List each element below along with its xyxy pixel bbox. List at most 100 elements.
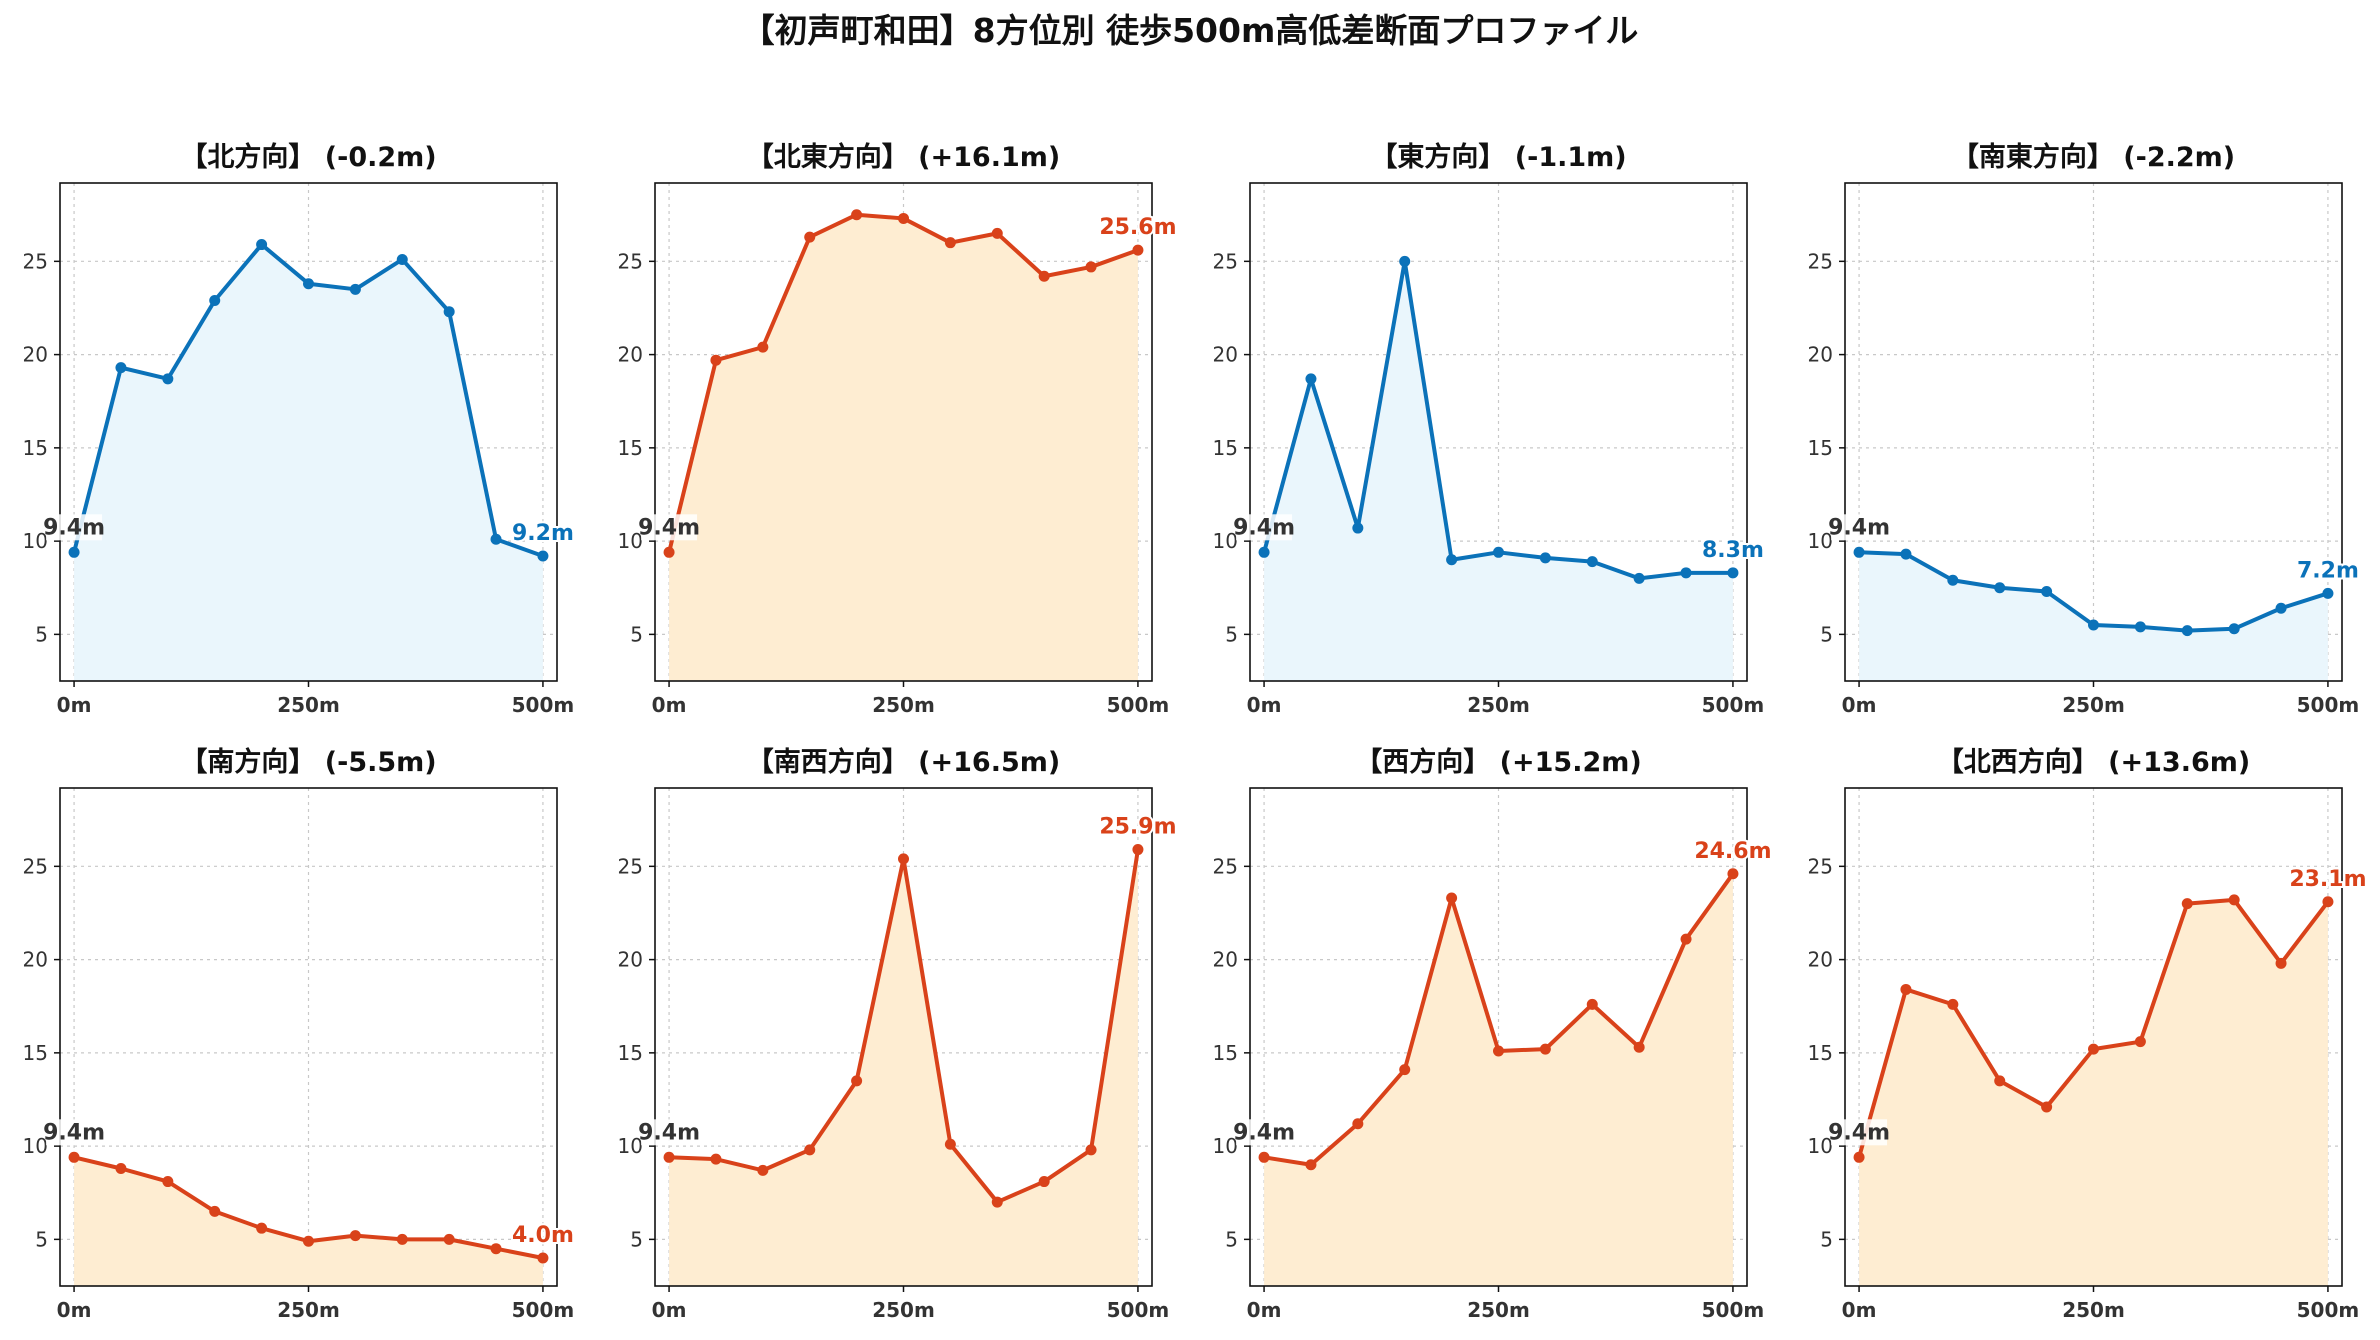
data-point bbox=[490, 533, 502, 545]
x-tick-label: 0m bbox=[1247, 693, 1282, 717]
data-point bbox=[851, 209, 863, 221]
data-point bbox=[162, 373, 174, 385]
x-tick-label: 500m bbox=[2297, 693, 2360, 717]
y-tick-label: 20 bbox=[1213, 343, 1238, 367]
data-point bbox=[2322, 896, 2334, 908]
y-tick-label: 5 bbox=[35, 1227, 48, 1251]
data-point bbox=[2181, 625, 2193, 637]
panel-title: 【北西方向】 (+13.6m) bbox=[1937, 746, 2250, 778]
figure-title: 【初声町和田】8方位別 徒歩500m高低差断面プロファイル bbox=[742, 11, 1639, 50]
data-point bbox=[1258, 1151, 1270, 1163]
panel-title: 【北方向】 (-0.2m) bbox=[180, 141, 436, 173]
x-tick-label: 250m bbox=[1467, 1298, 1530, 1322]
x-tick-label: 500m bbox=[1702, 693, 1765, 717]
panel-title: 【北東方向】 (+16.1m) bbox=[747, 141, 1060, 173]
data-point bbox=[2228, 623, 2240, 635]
y-tick-label: 15 bbox=[618, 436, 643, 460]
x-tick-label: 0m bbox=[652, 693, 687, 717]
data-point bbox=[1493, 1045, 1504, 1057]
data-point bbox=[1258, 546, 1270, 558]
y-tick-label: 25 bbox=[1808, 854, 1833, 878]
data-point bbox=[1399, 255, 1411, 267]
y-tick-label: 20 bbox=[1213, 948, 1238, 972]
start-label-group: 9.4m bbox=[638, 1119, 700, 1146]
start-label-bg bbox=[1236, 514, 1293, 541]
elevation-area bbox=[669, 849, 1138, 1286]
y-tick-label: 25 bbox=[1808, 249, 1833, 273]
y-tick-label: 15 bbox=[1808, 1041, 1833, 1065]
data-point bbox=[303, 1235, 314, 1247]
y-tick-label: 15 bbox=[23, 1041, 48, 1065]
elevation-area bbox=[74, 1157, 543, 1286]
data-point bbox=[1947, 998, 1959, 1010]
end-label: 7.2m bbox=[2297, 558, 2359, 583]
elevation-area bbox=[1264, 261, 1733, 681]
y-tick-label: 5 bbox=[1225, 1227, 1238, 1251]
data-point bbox=[2134, 1036, 2146, 1048]
x-tick-label: 250m bbox=[277, 1298, 340, 1322]
data-point bbox=[1085, 1144, 1097, 1156]
data-point bbox=[804, 1144, 816, 1156]
y-tick-label: 15 bbox=[618, 1041, 643, 1065]
data-point bbox=[443, 1233, 455, 1245]
data-point bbox=[1539, 552, 1551, 564]
data-point bbox=[2088, 619, 2099, 631]
start-label-group: 9.4m bbox=[1828, 1119, 1890, 1146]
x-tick-label: 500m bbox=[512, 693, 575, 717]
end-label: 25.6m bbox=[1099, 215, 1176, 240]
data-point bbox=[396, 253, 408, 265]
panel-title: 【西方向】 (+15.2m) bbox=[1355, 746, 1641, 778]
panel-title: 【南西方向】 (+16.5m) bbox=[747, 746, 1060, 778]
x-tick-label: 0m bbox=[1247, 1298, 1282, 1322]
start-label-bg bbox=[641, 1119, 698, 1146]
data-point bbox=[1727, 868, 1739, 880]
start-label-group: 9.4m bbox=[638, 514, 700, 541]
y-tick-label: 15 bbox=[1213, 436, 1238, 460]
data-point bbox=[898, 853, 909, 865]
x-tick-label: 500m bbox=[512, 1298, 575, 1322]
data-point bbox=[1132, 244, 1144, 256]
x-tick-label: 0m bbox=[1842, 693, 1877, 717]
data-point bbox=[2181, 898, 2193, 910]
y-tick-label: 10 bbox=[618, 529, 643, 553]
y-tick-label: 10 bbox=[1213, 1134, 1238, 1158]
data-point bbox=[1853, 546, 1865, 558]
data-point bbox=[1900, 983, 1912, 995]
y-tick-label: 5 bbox=[35, 622, 48, 646]
data-point bbox=[1352, 1118, 1364, 1130]
data-point bbox=[1305, 373, 1317, 385]
y-tick-label: 20 bbox=[1808, 948, 1833, 972]
data-point bbox=[804, 231, 816, 243]
start-label: 9.4m bbox=[1828, 1120, 1890, 1145]
end-label: 8.3m bbox=[1702, 538, 1764, 563]
data-point bbox=[537, 1252, 549, 1264]
data-point bbox=[991, 1196, 1003, 1208]
start-label-bg bbox=[46, 1119, 103, 1146]
data-point bbox=[757, 1164, 769, 1176]
x-tick-label: 0m bbox=[57, 693, 92, 717]
data-point bbox=[1493, 546, 1504, 558]
start-label: 9.4m bbox=[43, 515, 105, 540]
end-label: 23.1m bbox=[2289, 867, 2366, 892]
y-tick-label: 10 bbox=[1213, 529, 1238, 553]
data-point bbox=[1446, 554, 1458, 566]
data-point bbox=[944, 1138, 956, 1150]
x-tick-label: 500m bbox=[2297, 1298, 2360, 1322]
y-tick-label: 5 bbox=[1820, 622, 1833, 646]
data-point bbox=[757, 341, 769, 353]
data-point bbox=[2088, 1043, 2099, 1055]
x-tick-label: 500m bbox=[1107, 1298, 1170, 1322]
data-point bbox=[1853, 1151, 1865, 1163]
y-tick-label: 15 bbox=[1213, 1041, 1238, 1065]
data-point bbox=[1586, 998, 1598, 1010]
start-label-bg bbox=[1831, 1119, 1888, 1146]
start-label-bg bbox=[1831, 514, 1888, 541]
end-label: 24.6m bbox=[1694, 839, 1771, 864]
data-point bbox=[710, 354, 722, 366]
